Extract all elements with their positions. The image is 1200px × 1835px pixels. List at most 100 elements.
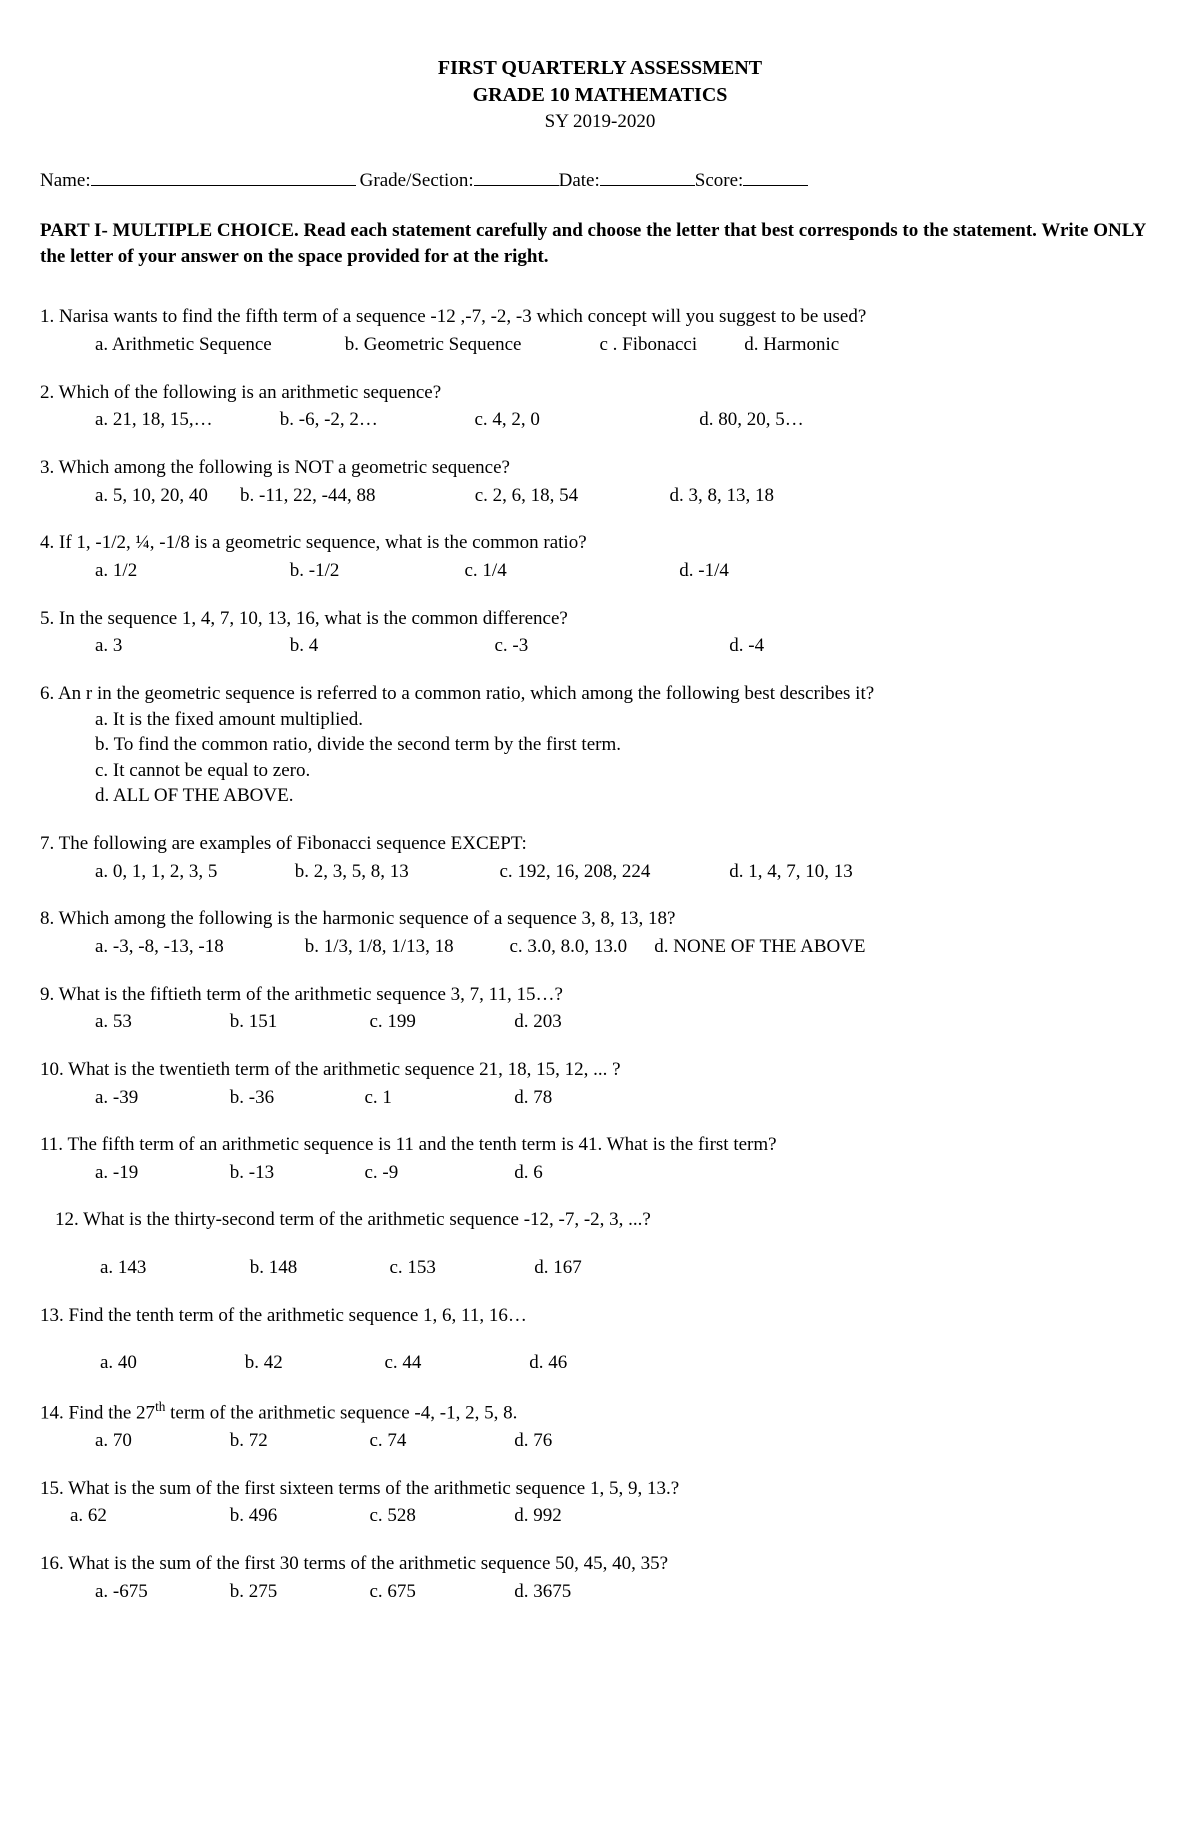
q12-choice-d: d. 167 [534, 1255, 582, 1281]
q2-choice-b: b. -6, -2, 2… [280, 407, 470, 433]
question-2: 2. Which of the following is an arithmet… [40, 380, 1160, 433]
q15-choice-b: b. 496 [230, 1503, 365, 1529]
q1-choice-c: c . Fibonacci [600, 332, 740, 358]
q13-choice-c: c. 44 [385, 1350, 525, 1376]
q16-choice-d: d. 3675 [514, 1579, 571, 1605]
q4-choice-d: d. -1/4 [679, 558, 729, 584]
q9-choice-d: d. 203 [514, 1009, 562, 1035]
q9-choice-c: c. 199 [370, 1009, 510, 1035]
q11-choice-b: b. -13 [230, 1160, 360, 1186]
q7-choice-a: a. 0, 1, 1, 2, 3, 5 [95, 859, 290, 885]
q12-choice-b: b. 148 [250, 1255, 385, 1281]
question-7: 7. The following are examples of Fibonac… [40, 831, 1160, 884]
question-1: 1. Narisa wants to find the fifth term o… [40, 304, 1160, 357]
q4-text: 4. If 1, -1/2, ¼, -1/8 is a geometric se… [40, 530, 1160, 556]
q16-text: 16. What is the sum of the first 30 term… [40, 1551, 1160, 1577]
q10-choice-c: c. 1 [365, 1085, 510, 1111]
q10-choice-b: b. -36 [230, 1085, 360, 1111]
q13-text: 13. Find the tenth term of the arithmeti… [40, 1305, 527, 1326]
q3-choice-c: c. 2, 6, 18, 54 [475, 483, 665, 509]
q15-text: 15. What is the sum of the first sixteen… [40, 1476, 1160, 1502]
question-11: 11. The fifth term of an arithmetic sequ… [40, 1132, 1160, 1185]
question-10: 10. What is the twentieth term of the ar… [40, 1057, 1160, 1110]
date-label: Date: [559, 168, 600, 194]
title-line-2: GRADE 10 MATHEMATICS [40, 82, 1160, 109]
q3-choice-b: b. -11, 22, -44, 88 [240, 483, 470, 509]
q1-choice-b: b. Geometric Sequence [345, 332, 595, 358]
question-12: 12. What is the thirty-second term of th… [40, 1207, 1160, 1280]
q10-choice-a: a. -39 [95, 1085, 225, 1111]
q6-choice-a: a. It is the fixed amount multiplied. [95, 707, 1160, 733]
q5-choice-b: b. 4 [290, 633, 490, 659]
q10-text: 10. What is the twentieth term of the ar… [40, 1057, 1160, 1083]
q2-choice-d: d. 80, 20, 5… [699, 407, 804, 433]
q15-choice-d: d. 992 [514, 1503, 562, 1529]
q7-choice-b: b. 2, 3, 5, 8, 13 [295, 859, 495, 885]
question-14: 14. Find the 27th term of the arithmetic… [40, 1398, 1160, 1454]
document-header: FIRST QUARTERLY ASSESSMENT GRADE 10 MATH… [40, 55, 1160, 135]
q1-text: 1. Narisa wants to find the fifth term o… [40, 304, 1160, 330]
q3-text: 3. Which among the following is NOT a ge… [40, 455, 1160, 481]
q9-choice-a: a. 53 [95, 1009, 225, 1035]
date-blank[interactable] [600, 165, 695, 186]
q14-text: 14. Find the 27th term of the arithmetic… [40, 1398, 1160, 1426]
q4-choice-a: a. 1/2 [95, 558, 285, 584]
student-info-line: Name: Grade/Section: Date: Score: [40, 165, 1160, 194]
name-blank[interactable] [91, 165, 356, 186]
q7-choice-c: c. 192, 16, 208, 224 [500, 859, 725, 885]
q2-choice-c: c. 4, 2, 0 [475, 407, 695, 433]
q10-choice-d: d. 78 [514, 1085, 552, 1111]
q8-choice-a: a. -3, -8, -13, -18 [95, 934, 300, 960]
q5-choice-a: a. 3 [95, 633, 285, 659]
q12-text: 12. What is the thirty-second term of th… [55, 1209, 651, 1230]
question-13: 13. Find the tenth term of the arithmeti… [40, 1303, 1160, 1376]
q8-text: 8. Which among the following is the harm… [40, 906, 1160, 932]
q6-choice-b: b. To find the common ratio, divide the … [95, 732, 1160, 758]
question-16: 16. What is the sum of the first 30 term… [40, 1551, 1160, 1604]
q16-choice-a: a. -675 [95, 1579, 225, 1605]
question-8: 8. Which among the following is the harm… [40, 906, 1160, 959]
q5-choice-d: d. -4 [729, 633, 764, 659]
q9-text: 9. What is the fiftieth term of the arit… [40, 982, 1160, 1008]
part-instructions: PART I- MULTIPLE CHOICE. Read each state… [40, 218, 1160, 269]
q7-choice-d: d. 1, 4, 7, 10, 13 [729, 859, 853, 885]
q13-choice-d: d. 46 [529, 1350, 567, 1376]
q12-choice-c: c. 153 [390, 1255, 530, 1281]
q14-choice-c: c. 74 [370, 1428, 510, 1454]
title-line-3: SY 2019-2020 [40, 109, 1160, 135]
q6-text: 6. An r in the geometric sequence is ref… [40, 683, 874, 704]
q11-choice-c: c. -9 [365, 1160, 510, 1186]
score-blank[interactable] [743, 165, 808, 186]
question-5: 5. In the sequence 1, 4, 7, 10, 13, 16, … [40, 606, 1160, 659]
q8-choice-d: d. NONE OF THE ABOVE [654, 934, 865, 960]
q5-text: 5. In the sequence 1, 4, 7, 10, 13, 16, … [40, 606, 1160, 632]
q6-choice-d: d. ALL OF THE ABOVE. [95, 783, 1160, 809]
q16-choice-c: c. 675 [370, 1579, 510, 1605]
q4-choice-b: b. -1/2 [290, 558, 460, 584]
q15-choice-c: c. 528 [370, 1503, 510, 1529]
q5-choice-c: c. -3 [495, 633, 725, 659]
grade-blank[interactable] [474, 165, 559, 186]
q11-text: 11. The fifth term of an arithmetic sequ… [40, 1132, 1160, 1158]
question-4: 4. If 1, -1/2, ¼, -1/8 is a geometric se… [40, 530, 1160, 583]
q3-choice-d: d. 3, 8, 13, 18 [670, 483, 775, 509]
q8-choice-c: c. 3.0, 8.0, 13.0 [510, 934, 650, 960]
q2-choice-a: a. 21, 18, 15,… [95, 407, 275, 433]
q2-text: 2. Which of the following is an arithmet… [40, 380, 1160, 406]
q9-choice-b: b. 151 [230, 1009, 365, 1035]
q13-choice-b: b. 42 [245, 1350, 380, 1376]
q14-choice-a: a. 70 [95, 1428, 225, 1454]
q8-choice-b: b. 1/3, 1/8, 1/13, 18 [305, 934, 505, 960]
q1-choice-d: d. Harmonic [744, 332, 839, 358]
question-15: 15. What is the sum of the first sixteen… [40, 1476, 1160, 1529]
q13-choice-a: a. 40 [100, 1350, 240, 1376]
q11-choice-d: d. 6 [514, 1160, 543, 1186]
q3-choice-a: a. 5, 10, 20, 40 [95, 483, 240, 509]
q16-choice-b: b. 275 [230, 1579, 365, 1605]
q15-choice-a: a. 62 [70, 1503, 225, 1529]
q7-text: 7. The following are examples of Fibonac… [40, 831, 1160, 857]
q12-choice-a: a. 143 [100, 1255, 245, 1281]
question-3: 3. Which among the following is NOT a ge… [40, 455, 1160, 508]
name-label: Name: [40, 168, 91, 194]
q6-choice-c: c. It cannot be equal to zero. [95, 758, 1160, 784]
